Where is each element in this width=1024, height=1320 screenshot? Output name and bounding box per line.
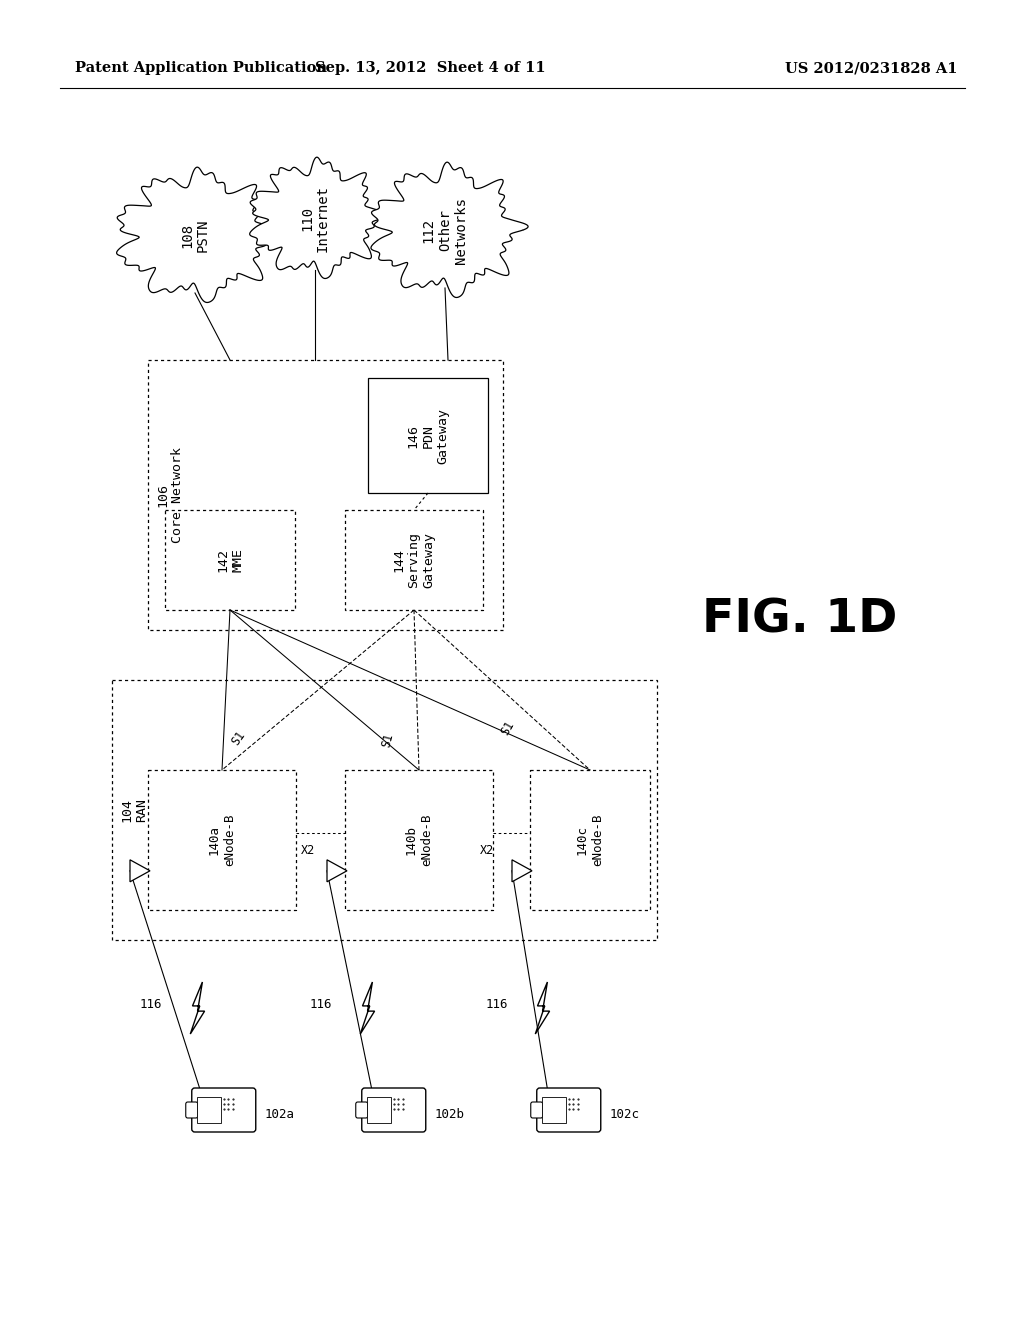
Polygon shape (250, 157, 388, 279)
Text: 102a: 102a (265, 1109, 295, 1122)
Text: 102c: 102c (610, 1109, 640, 1122)
Text: 146
PDN
Gateway: 146 PDN Gateway (407, 408, 450, 463)
Polygon shape (371, 162, 528, 297)
Text: FIG. 1D: FIG. 1D (702, 598, 898, 643)
FancyBboxPatch shape (537, 1088, 601, 1133)
Polygon shape (130, 859, 150, 882)
Text: 102b: 102b (435, 1109, 465, 1122)
Text: 116: 116 (309, 998, 332, 1011)
Bar (112, 680, 657, 940)
Polygon shape (327, 859, 347, 882)
Bar (165, 510, 295, 610)
Text: S1: S1 (380, 731, 396, 748)
Text: 108
PSTN: 108 PSTN (180, 218, 210, 252)
Bar (148, 360, 503, 630)
Text: 142
MME: 142 MME (216, 548, 244, 572)
Bar (367, 1097, 391, 1123)
Bar (542, 1097, 565, 1123)
Bar (148, 770, 296, 909)
Text: 112
Other
Networks: 112 Other Networks (422, 197, 468, 264)
FancyBboxPatch shape (185, 1102, 198, 1118)
Text: X2: X2 (480, 843, 495, 857)
Bar (368, 378, 488, 492)
Polygon shape (512, 859, 532, 882)
Text: 140a
eNode-B: 140a eNode-B (208, 813, 236, 866)
Polygon shape (117, 168, 283, 302)
Text: 104
RAN: 104 RAN (120, 799, 148, 822)
Polygon shape (360, 982, 375, 1034)
Text: 140c
eNode-B: 140c eNode-B (575, 813, 604, 866)
Text: 110
Internet: 110 Internet (300, 185, 330, 252)
FancyBboxPatch shape (530, 1102, 543, 1118)
Bar (345, 770, 493, 909)
Text: X2: X2 (301, 843, 315, 857)
Text: 140b
eNode-B: 140b eNode-B (406, 813, 433, 866)
Polygon shape (190, 982, 205, 1034)
Text: 106
Core Network: 106 Core Network (156, 447, 184, 543)
Text: 116: 116 (485, 998, 508, 1011)
Text: Patent Application Publication: Patent Application Publication (75, 61, 327, 75)
Bar (197, 1097, 220, 1123)
Polygon shape (536, 982, 550, 1034)
Bar (345, 510, 483, 610)
Text: 144
Serving
Gateway: 144 Serving Gateway (392, 532, 435, 587)
Text: Sep. 13, 2012  Sheet 4 of 11: Sep. 13, 2012 Sheet 4 of 11 (314, 61, 546, 75)
FancyBboxPatch shape (361, 1088, 426, 1133)
FancyBboxPatch shape (355, 1102, 368, 1118)
Text: S1: S1 (228, 729, 248, 747)
Bar (530, 770, 650, 909)
Text: 116: 116 (139, 998, 162, 1011)
FancyBboxPatch shape (191, 1088, 256, 1133)
Text: US 2012/0231828 A1: US 2012/0231828 A1 (785, 61, 957, 75)
Text: S1: S1 (499, 718, 517, 738)
